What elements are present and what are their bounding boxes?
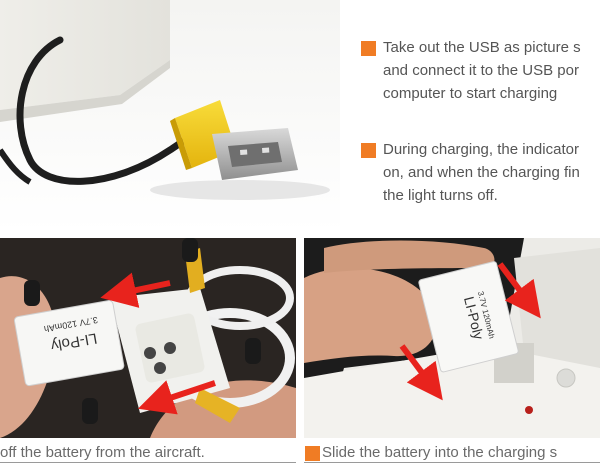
usb-cable-illustration bbox=[0, 0, 340, 232]
remove-battery-photo: LI-Poly 3.7V 120mAh bbox=[0, 238, 296, 438]
instruction-line: Take out the USB as picture s bbox=[383, 36, 600, 59]
instruction-usb-charging: Take out the USB as picture s and connec… bbox=[383, 36, 600, 105]
bullet-square-icon bbox=[361, 143, 376, 158]
insert-battery-photo: LI-Poly 3.7V 120mAh bbox=[304, 238, 600, 438]
instruction-line: the light turns off. bbox=[383, 184, 600, 207]
instruction-line: computer to start charging bbox=[383, 82, 600, 105]
instruction-line: on, and when the charging fin bbox=[383, 161, 600, 184]
caption-insert-battery: Slide the battery into the charging s bbox=[322, 442, 600, 464]
caption-underline bbox=[0, 462, 296, 463]
instruction-line: and connect it to the USB por bbox=[383, 59, 600, 82]
instruction-indicator-light: During charging, the indicator on, and w… bbox=[383, 138, 600, 207]
bullet-square-icon bbox=[361, 41, 376, 56]
remove-battery-illustration: LI-Poly 3.7V 120mAh bbox=[0, 238, 296, 438]
bullet-square-icon bbox=[305, 446, 320, 461]
caption-remove-battery: off the battery from the aircraft. bbox=[0, 442, 296, 464]
usb-cable-photo bbox=[0, 0, 340, 232]
insert-battery-illustration: LI-Poly 3.7V 120mAh bbox=[304, 238, 600, 438]
caption-underline bbox=[304, 462, 600, 463]
instruction-line: During charging, the indicator bbox=[383, 138, 600, 161]
